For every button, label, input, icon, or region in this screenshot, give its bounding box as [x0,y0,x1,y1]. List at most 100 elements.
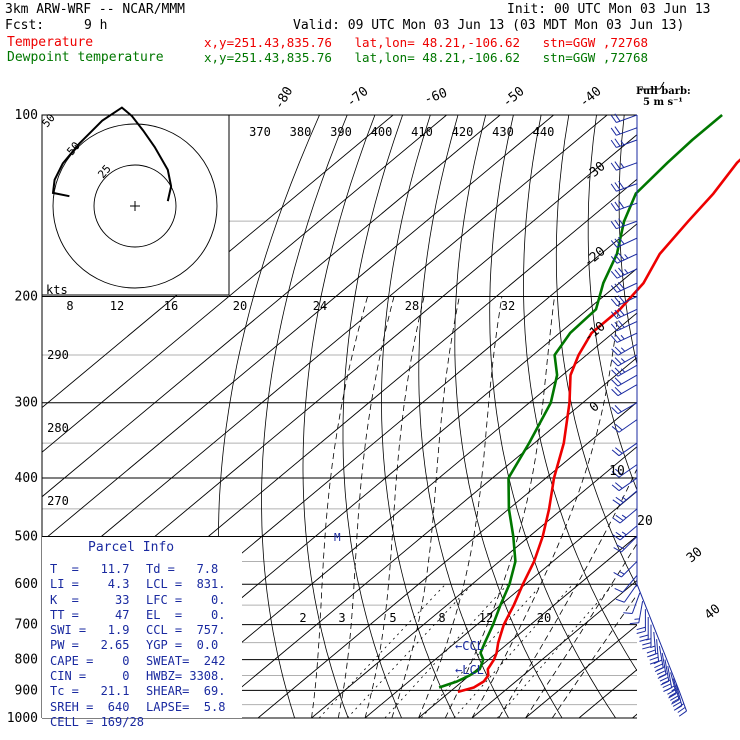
parcel-param-left: LI = 4.3 [50,577,130,592]
wind-barb [629,601,644,625]
wind-barb-flag [614,405,622,413]
mixing-ratio-label: 28 [405,299,419,313]
wind-barb [668,678,680,705]
wind-barb-flag [620,140,625,146]
wind-barb [611,419,638,433]
wind-barb-flag [618,218,625,227]
wind-barb-flag [611,426,620,433]
isotherm-line [150,312,637,718]
wind-barb-flag [611,449,620,457]
wind-barb-flag [614,126,621,135]
wind-barb [610,281,638,293]
isotherm-label: -30 [581,159,609,186]
adiabat-label: 280 [47,421,69,435]
parcel-info-row: TT = 47 EL = 0. [50,608,225,623]
parcel-param-right: EL = 0. [146,607,226,622]
wind-barb-flag [653,659,663,665]
model-title: 3km ARW-WRF -- NCAR/MMM [5,2,186,17]
wind-barb [610,113,638,123]
dewpoint-legend-label: Dewpoint temperature [7,50,164,65]
parcel-param-left: CIN = 0 [50,669,130,684]
moist-adiabat [418,296,503,718]
wind-barb-flag [610,221,617,229]
wind-barb-flag [615,482,623,489]
wind-barb-staff [621,561,638,578]
parcel-info-row: CAPE = 0 SWEAT= 242 [50,654,225,669]
wind-barb-flag [615,447,623,454]
wind-barb-staff [616,114,638,123]
mixing-ratio-label: 12 [479,611,493,625]
dry-adiabat [707,115,740,718]
parcel-param-right: LFC = 0. [146,592,226,607]
wind-barb-flag [620,358,626,363]
wind-barb [610,236,638,248]
wind-barb-flag [649,656,659,661]
forecast-label: Fcst: [5,18,45,33]
wind-barb-flag [610,139,617,148]
forecast-hour: 9 h [84,18,108,33]
wind-barb-flag [611,369,619,377]
temperature-profile [457,158,740,694]
temperature-legend-label: Temperature [7,35,94,50]
adiabat-label: 370 [249,125,271,139]
wind-barb-flag [613,547,622,553]
wind-barb-flag [614,283,622,292]
adiabat-label: 420 [452,125,474,139]
wind-barb [611,477,638,492]
mixing-ratio-label: 8 [66,299,73,313]
wind-barb [612,490,638,506]
wind-barb-flag [649,652,658,657]
wind-barb-flag [614,238,622,247]
isotherm-line [42,115,447,453]
wind-barb [611,364,638,377]
parcel-param-left: TT = 47 [50,607,130,622]
temperature-location: x,y=251.43,835.76 lat,lon= 48.21,-106.62… [204,35,649,50]
parcel-param-right: SWEAT= 242 [146,653,226,668]
dry-adiabat [342,115,403,718]
wind-barb-flag [611,484,620,492]
wind-barb-flag [623,612,633,614]
wind-barb-staff [616,127,638,136]
wind-barb [642,624,652,650]
isotherm-label: -80 [272,84,297,112]
dry-adiabat [735,115,740,718]
wind-barb-staff [617,402,638,415]
adiabat-label: 410 [411,125,433,139]
isotherm-line [364,490,637,718]
wind-barb-flag [614,138,621,147]
level-marker: M [334,531,341,544]
hodograph-ring [93,164,177,248]
adiabat-label: 430 [492,125,514,139]
wind-barb-staff [638,601,644,623]
parcel-param-left: T = 11.7 [50,562,130,576]
adiabat-label: 290 [47,348,69,362]
wind-barb-flag [610,256,618,264]
pressure-label: 800 [15,653,38,668]
wind-barb-flag [618,267,625,276]
wind-barb-flag [659,676,669,682]
wind-barb-flag [618,295,625,303]
dry-adiabat [618,115,637,367]
wind-barb-flag [614,269,622,277]
wind-barb-staff [621,536,638,553]
wind-barb-flag [656,666,665,672]
dry-adiabat [261,115,348,718]
wind-barb-flag [659,672,668,678]
wind-barb-flag [678,710,687,717]
pressure-label: 600 [15,577,38,592]
pressure-label: 200 [15,290,38,305]
hodograph-units: kts [46,283,68,297]
isotherm-label: 10 [609,464,625,479]
wind-barb-flag [621,514,627,519]
wind-barb-flag [614,346,622,354]
wind-barb [612,525,638,541]
wind-barb [610,161,638,171]
adiabat-label: 390 [330,125,352,139]
wind-barb-flag [611,348,619,356]
wind-barb-flag [615,423,623,431]
barb-legend-title: Full barb: [636,86,691,97]
wind-barb-flag [614,309,622,318]
wind-barb-flag [619,571,625,575]
mixing-ratio-line [347,583,473,718]
isotherm-label: -70 [344,84,372,111]
